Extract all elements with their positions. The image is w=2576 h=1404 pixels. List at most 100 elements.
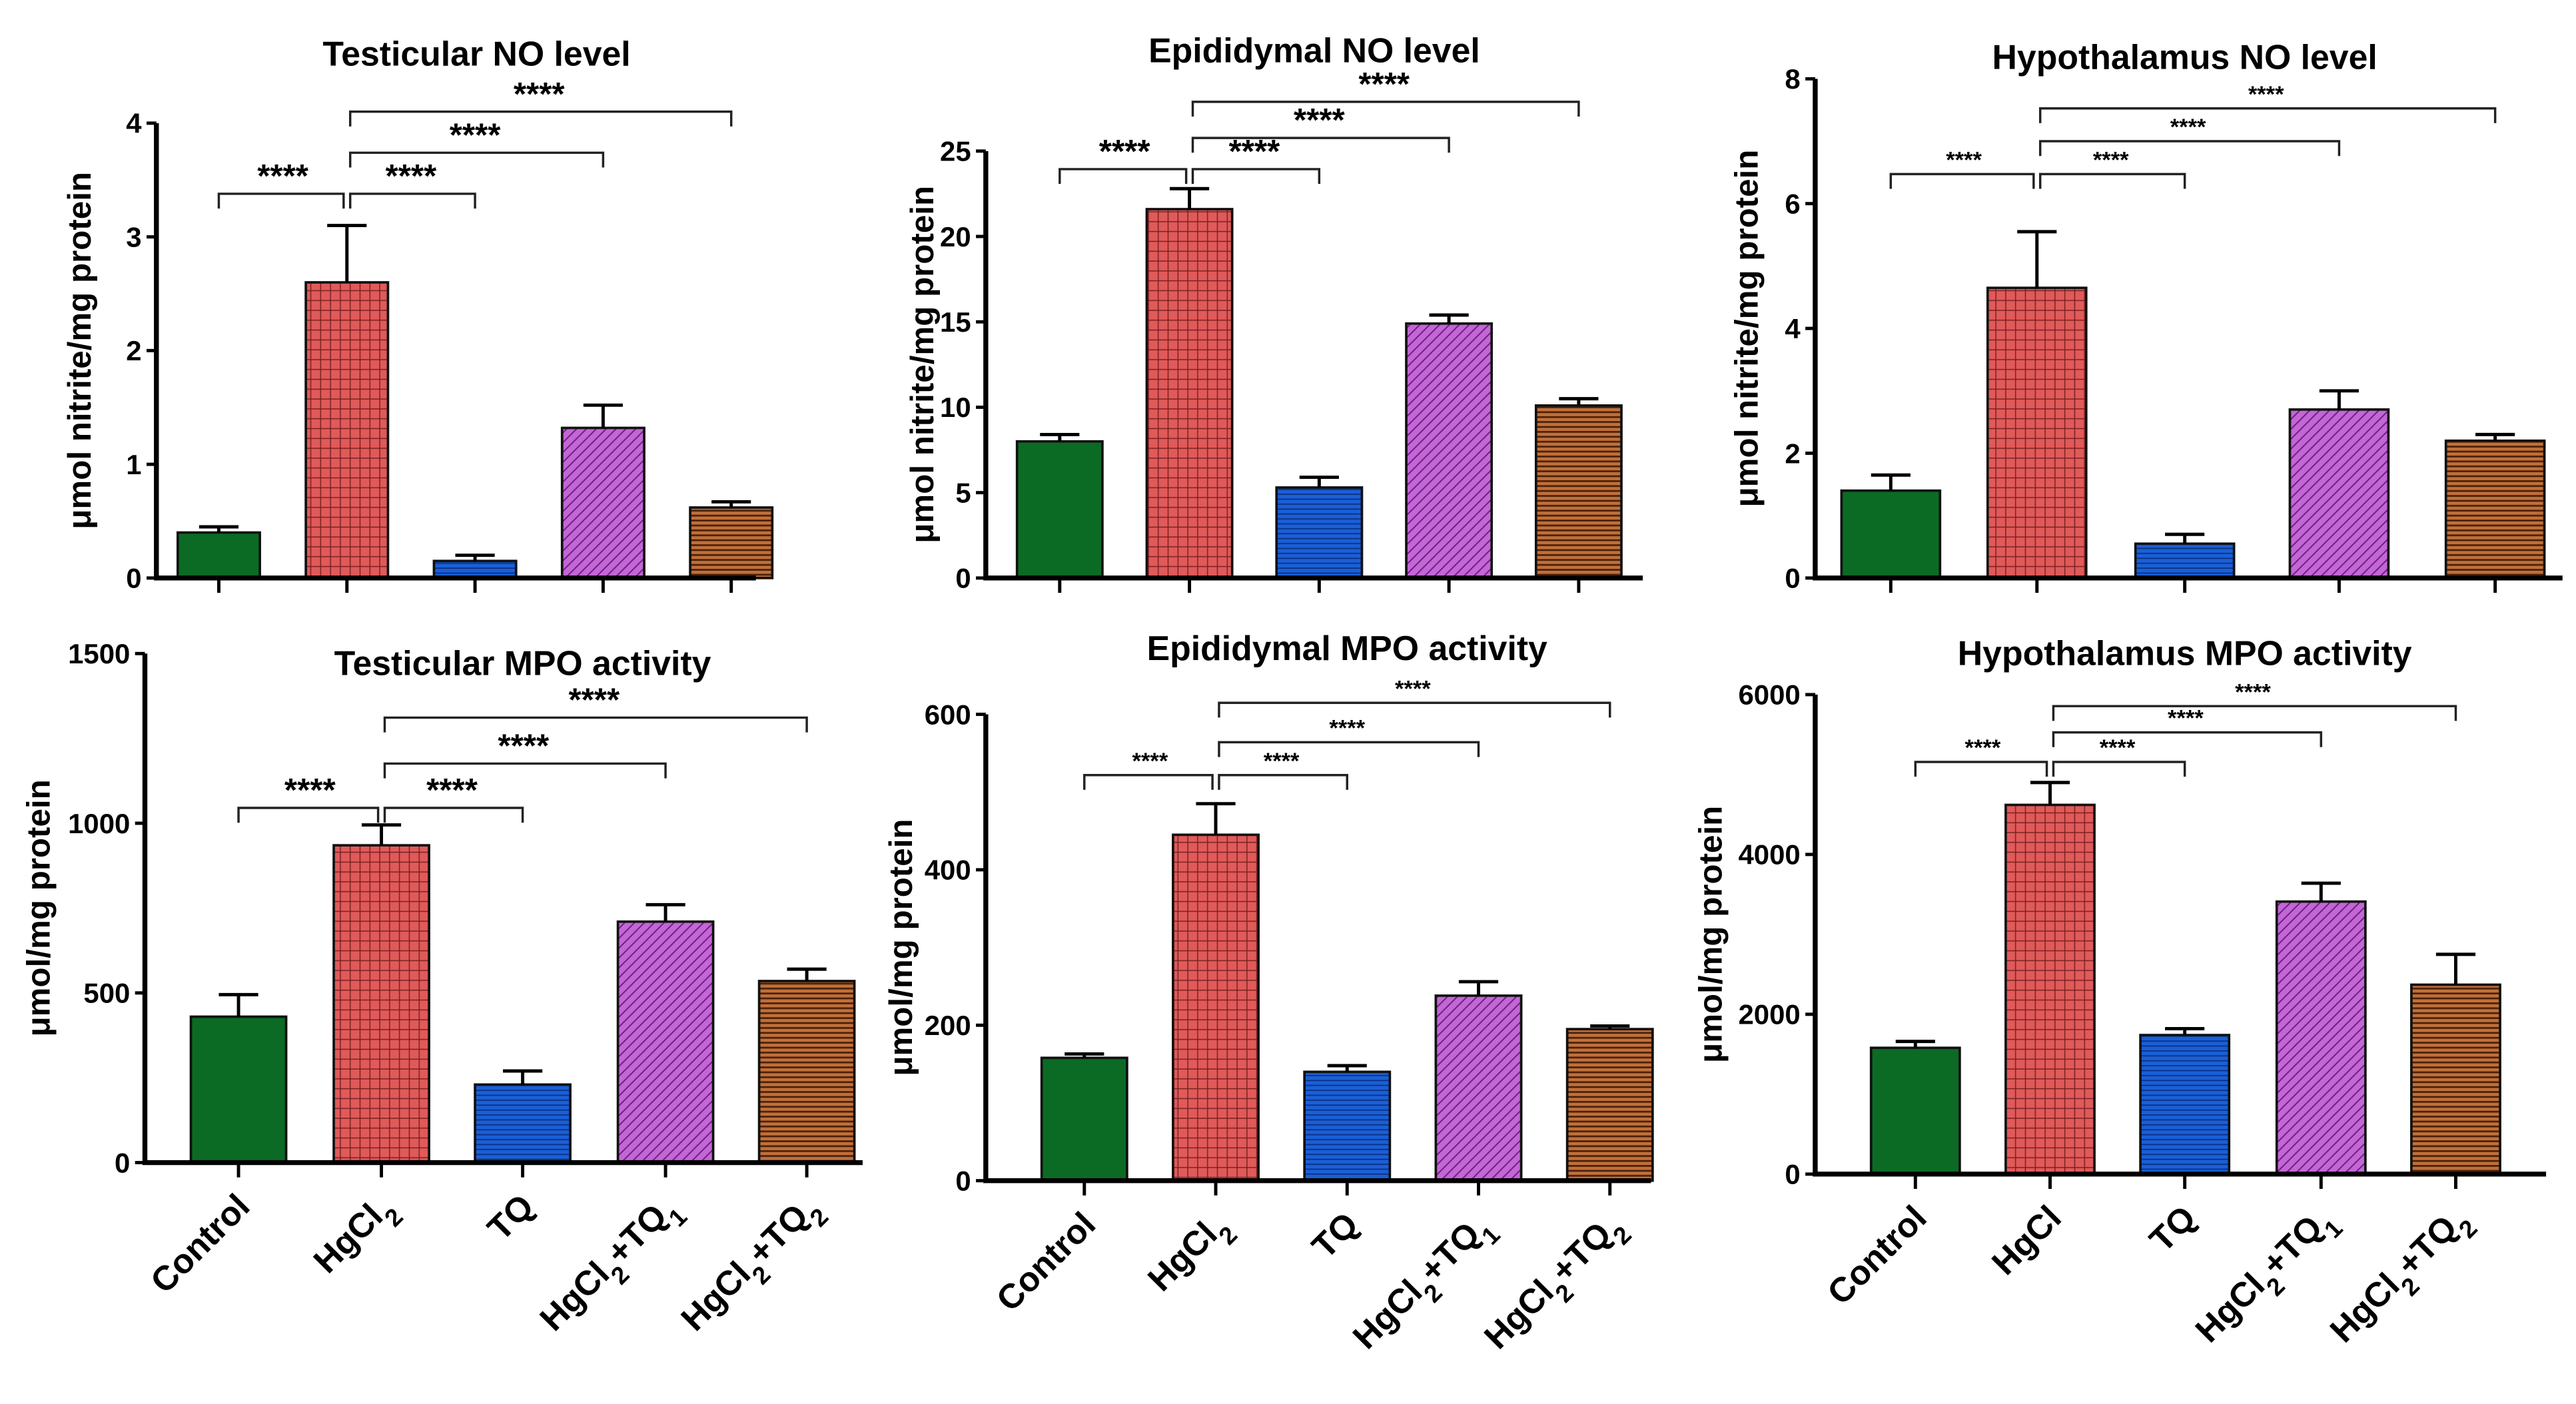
error-bar xyxy=(1429,313,1469,324)
label-text: HgCl xyxy=(2322,1265,2406,1349)
y-tick-label: 4000 xyxy=(1739,839,1801,871)
y-tick-label: 0 xyxy=(126,563,141,594)
x-tick-label: HgCl xyxy=(1984,1198,2068,1282)
bar-hgcl2-tq2 xyxy=(757,980,856,1164)
significance-label: **** xyxy=(1229,133,1281,170)
significance-bracket xyxy=(1191,137,1450,153)
significance-bracket xyxy=(1218,741,1480,757)
significance-label: **** xyxy=(1329,716,1365,741)
bar-control xyxy=(1040,1056,1128,1182)
y-axis-label: μmol nitrite/mg protein xyxy=(904,186,941,543)
x-tick-label: HgCl2 xyxy=(306,1186,408,1288)
error-bar xyxy=(218,992,258,1017)
significance-bracket xyxy=(1191,101,1580,117)
label-text: HgCl xyxy=(306,1196,390,1280)
significance-bracket xyxy=(2038,173,2186,189)
label-text: Control xyxy=(143,1186,256,1300)
bar-tq xyxy=(2134,542,2236,579)
chart-panel-4: Testicular MPO activity μmol/mg protein 0 5… xyxy=(21,638,863,1338)
chart-panel-5: Epididymal MPO activity μmol/mg protein 0 2… xyxy=(883,629,1654,1364)
significance-label: **** xyxy=(1358,66,1410,103)
bar-hgcl2 xyxy=(1172,833,1260,1182)
significance-bracket xyxy=(1914,761,2048,777)
label-text: +TQ xyxy=(2254,1208,2330,1283)
bar-tq xyxy=(1303,1070,1392,1182)
label-text: TQ xyxy=(1304,1204,1366,1265)
error-bar xyxy=(2030,781,2070,805)
significance-label: **** xyxy=(2093,147,2129,173)
y-tick-label: 600 xyxy=(925,699,971,730)
y-tick-label: 1000 xyxy=(68,808,130,839)
label-text: Control xyxy=(1820,1198,1934,1312)
error-bar xyxy=(1895,1040,1935,1048)
y-tick-label: 20 xyxy=(940,221,971,252)
significance-label: **** xyxy=(257,158,309,194)
error-bar xyxy=(2165,1026,2205,1036)
y-tick-label: 10 xyxy=(940,392,971,423)
y-tick-label: 8 xyxy=(1785,63,1800,95)
significance-label: **** xyxy=(450,117,502,153)
significance-bracket xyxy=(383,716,808,733)
error-bar xyxy=(645,902,685,922)
error-bar xyxy=(2319,389,2360,410)
y-tick-label: 200 xyxy=(925,1010,971,1041)
error-bar xyxy=(1299,476,1339,488)
significance-bracket xyxy=(2052,705,2457,721)
y-tick-label: 1500 xyxy=(68,638,130,669)
label-text: +TQ xyxy=(1543,1214,1618,1289)
y-tick-label: 3 xyxy=(126,221,141,252)
bar-control xyxy=(176,531,261,579)
bar-hgcl2-tq1 xyxy=(560,426,645,579)
significance-bracket xyxy=(2052,761,2186,777)
error-bar xyxy=(1169,186,1210,210)
error-bar xyxy=(2017,230,2057,288)
bar-hgcl2-tq2 xyxy=(1565,1028,1654,1182)
bar-tq xyxy=(1275,486,1364,579)
y-tick-label: 2 xyxy=(1785,438,1800,469)
significance-label: **** xyxy=(2170,115,2206,140)
x-tick-label: HgCl2+TQ1 xyxy=(2188,1198,2348,1358)
label-text: HgCl xyxy=(673,1254,757,1338)
significance-label: **** xyxy=(568,682,620,719)
x-tick-label: Control xyxy=(989,1204,1102,1318)
x-tick-label: HgCl2+TQ2 xyxy=(1477,1204,1637,1364)
x-tick-label: Control xyxy=(1820,1198,1934,1312)
label-text: HgCl xyxy=(1984,1198,2068,1282)
error-bar xyxy=(1040,433,1080,442)
chart-panel-3: Hypothalamus NO level μmol nitrite/mg pro… xyxy=(1729,38,2563,594)
significance-label: **** xyxy=(2235,679,2271,705)
y-tick-label: 15 xyxy=(940,306,971,338)
bar-control xyxy=(1840,489,1942,579)
bar-hgcl2-tq1 xyxy=(1434,994,1523,1182)
y-tick-label: 5 xyxy=(955,477,971,508)
label-text: Control xyxy=(989,1204,1102,1318)
y-tick-label: 6000 xyxy=(1739,679,1801,711)
error-bar xyxy=(2435,952,2476,985)
bar-hgcl2-tq1 xyxy=(2275,900,2367,1176)
y-tick-label: 0 xyxy=(1785,1159,1800,1190)
y-axis-label: μmol/mg protein xyxy=(883,819,919,1076)
significance-bracket xyxy=(1191,168,1321,184)
label-text: +TQ xyxy=(2389,1208,2464,1283)
x-tick-label: TQ xyxy=(480,1186,541,1247)
y-tick-label: 0 xyxy=(115,1147,130,1178)
significance-label: **** xyxy=(514,76,566,113)
error-bar xyxy=(711,500,751,508)
significance-label: **** xyxy=(1132,749,1168,774)
bar-hgcl2 xyxy=(1145,208,1234,579)
significance-label: **** xyxy=(1965,735,2001,761)
y-tick-label: 0 xyxy=(1785,563,1800,594)
significance-bracket xyxy=(237,807,380,823)
significance-label: **** xyxy=(498,728,550,765)
bar-tq xyxy=(2139,1034,2231,1176)
significance-label: **** xyxy=(1946,147,1982,173)
significance-label: **** xyxy=(284,772,336,809)
bar-control xyxy=(1015,440,1104,579)
bar-hgcl2-tq2 xyxy=(2410,983,2501,1176)
significance-bracket xyxy=(1218,773,1348,790)
bar-hgcl2 xyxy=(304,281,390,579)
significance-label: **** xyxy=(2100,735,2136,761)
bar-hgcl2 xyxy=(332,844,430,1164)
error-bar xyxy=(1871,473,1911,491)
label-text: HgCl xyxy=(1477,1272,1561,1356)
